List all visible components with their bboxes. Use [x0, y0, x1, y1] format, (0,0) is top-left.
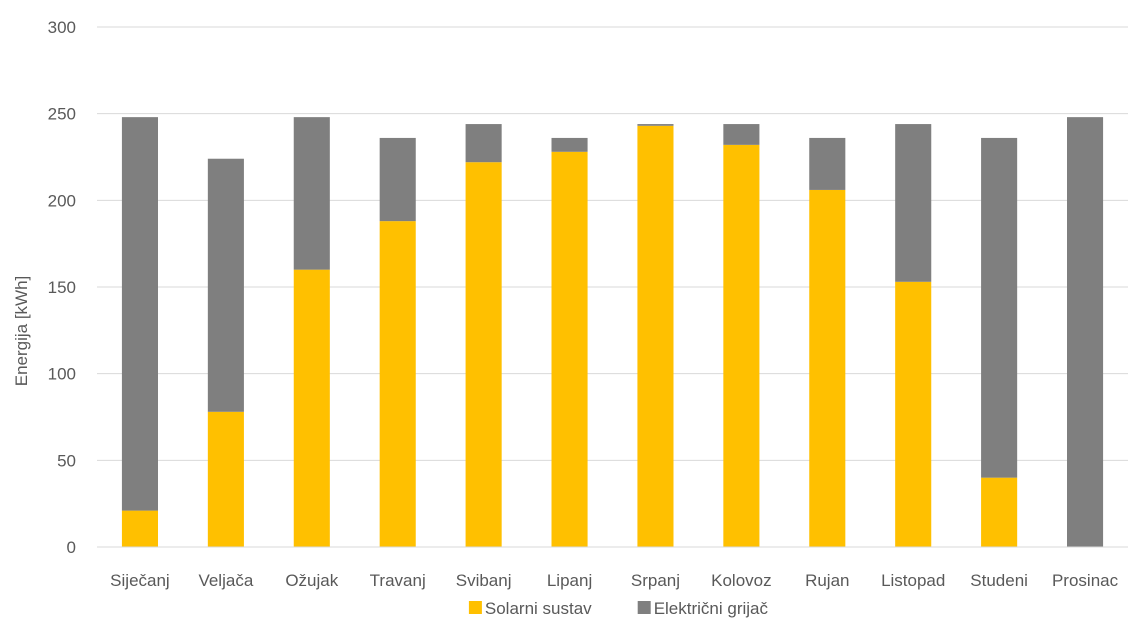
bar-segment [465, 162, 502, 547]
y-tick-label: 200 [48, 191, 76, 210]
bar-segment [551, 137, 588, 152]
bar-segment [637, 125, 674, 548]
x-tick-label: Travanj [370, 571, 426, 590]
bar-segment [981, 477, 1018, 547]
bar-segment [895, 281, 932, 547]
bar-segment [723, 124, 760, 145]
bar-segment [207, 158, 244, 412]
bar-segment [895, 124, 932, 282]
bar-segment [723, 144, 760, 547]
bar-segment [121, 510, 159, 547]
y-axis-title: Energija [kWh] [12, 276, 31, 387]
legend: Solarni sustav Električni grijač [468, 599, 769, 618]
bars [121, 117, 1104, 548]
bar-segment [1066, 117, 1104, 547]
x-tick-label: Srpanj [631, 571, 680, 590]
x-tick-label: Veljača [198, 571, 253, 590]
bar-segment [981, 137, 1018, 478]
bar-segment [121, 117, 159, 511]
bar-segment [809, 137, 846, 190]
x-tick-label: Svibanj [456, 571, 512, 590]
legend-swatch [468, 601, 482, 614]
bar-segment [551, 151, 588, 548]
y-tick-label: 50 [57, 451, 76, 470]
x-tick-label: Prosinac [1052, 571, 1119, 590]
x-axis-tick-labels: Siječanj Veljača Ožujak Travanj Svibanj Lipan… [110, 571, 1118, 590]
bar-segment [379, 221, 416, 547]
bar-segment [293, 269, 330, 547]
x-tick-label: Listopad [881, 571, 945, 590]
y-tick-label: 100 [48, 365, 76, 384]
legend-label: Električni grijač [654, 599, 769, 618]
bar-segment [379, 137, 416, 222]
y-tick-label: 250 [48, 105, 76, 124]
bar-segment [809, 189, 846, 547]
bar-segment [293, 117, 330, 270]
bar-segment [637, 124, 674, 126]
y-axis-tick-labels: 0 50 100 150 200 250 300 [48, 18, 76, 557]
y-tick-label: 150 [48, 278, 76, 297]
x-tick-label: Rujan [805, 571, 849, 590]
x-tick-label: Lipanj [547, 571, 592, 590]
x-tick-label: Ožujak [285, 571, 338, 590]
y-tick-label: 300 [48, 18, 76, 37]
legend-swatch [637, 601, 651, 614]
gridlines [97, 26, 1128, 461]
bar-segment [207, 411, 244, 547]
bar-segment [465, 124, 502, 163]
x-tick-label: Studeni [970, 571, 1028, 590]
x-tick-label: Kolovoz [711, 571, 771, 590]
x-tick-label: Siječanj [110, 571, 170, 590]
legend-label: Solarni sustav [485, 599, 592, 618]
y-tick-label: 0 [67, 538, 76, 557]
